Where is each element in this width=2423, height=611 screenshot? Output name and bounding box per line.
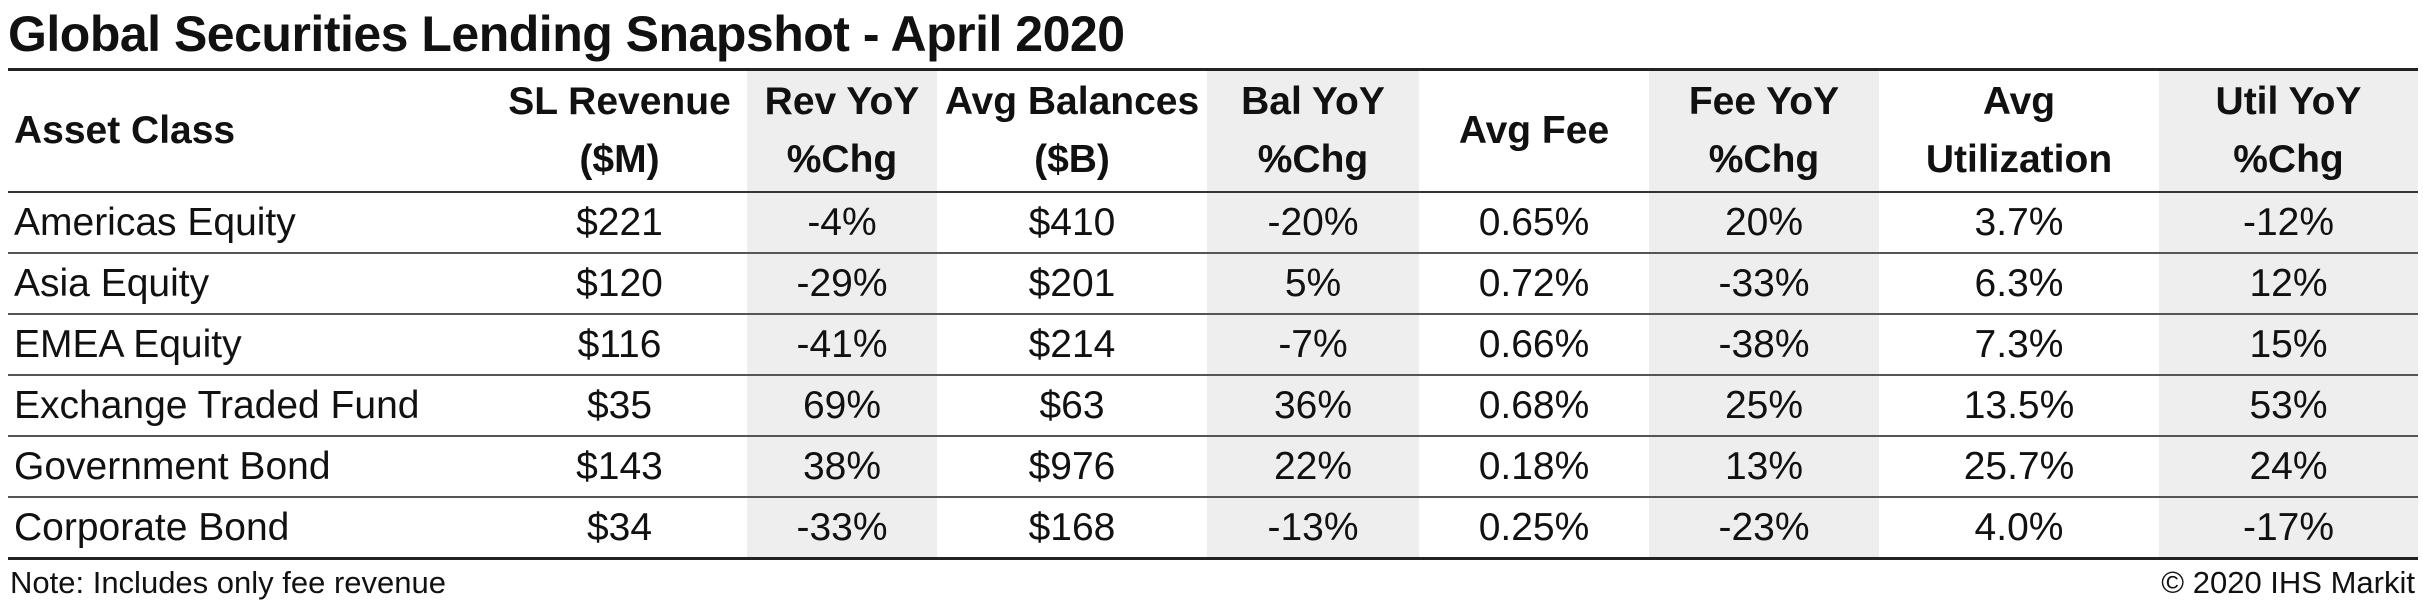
- header-line1: Bal YoY: [1241, 80, 1385, 123]
- header-asset-class: Asset Class: [8, 71, 492, 193]
- cell-sl-revenue: $221: [492, 192, 747, 254]
- cell-util-yoy: -17%: [2159, 497, 2418, 560]
- cell-avg-fee: 0.66%: [1419, 314, 1649, 376]
- header-util-yoy: Util YoY %Chg: [2159, 71, 2418, 193]
- header-line2: %Chg: [2233, 138, 2344, 181]
- cell-bal-yoy: 5%: [1207, 253, 1419, 315]
- table-row: Corporate Bond $34 -33% $168 -13% 0.25% -23% 4.…: [8, 497, 2418, 560]
- cell-asset-class: Americas Equity: [8, 192, 492, 254]
- cell-asset-class: Asia Equity: [8, 253, 492, 315]
- cell-avg-fee: 0.72%: [1419, 253, 1649, 315]
- header-avg-utilization: Avg Utilization: [1879, 71, 2159, 193]
- cell-avg-balances: $201: [937, 253, 1207, 315]
- header-rev-yoy: Rev YoY %Chg: [747, 71, 937, 193]
- cell-asset-class: EMEA Equity: [8, 314, 492, 376]
- cell-avg-balances: $410: [937, 192, 1207, 254]
- header-line2: Utilization: [1925, 138, 2113, 181]
- header-line2: %Chg: [1257, 138, 1369, 181]
- cell-avg-fee: 0.65%: [1419, 192, 1649, 254]
- cell-avg-utilization: 7.3%: [1879, 314, 2159, 376]
- cell-bal-yoy: -13%: [1207, 497, 1419, 560]
- cell-util-yoy: 53%: [2159, 375, 2418, 437]
- page-title: Global Securities Lending Snapshot - Apr…: [8, 6, 1125, 62]
- table-row: EMEA Equity $116 -41% $214 -7% 0.66% -38% 7.3% 1…: [8, 314, 2418, 376]
- cell-util-yoy: 15%: [2159, 314, 2418, 376]
- cell-util-yoy: 12%: [2159, 253, 2418, 315]
- header-avg-balances: Avg Balances ($B): [937, 71, 1207, 193]
- cell-fee-yoy: -23%: [1649, 497, 1879, 560]
- cell-avg-balances: $168: [937, 497, 1207, 560]
- header-line1: Util YoY: [2215, 80, 2362, 123]
- cell-fee-yoy: -38%: [1649, 314, 1879, 376]
- cell-avg-balances: $63: [937, 375, 1207, 437]
- header-sl-revenue: SL Revenue ($M): [492, 71, 747, 193]
- cell-sl-revenue: $35: [492, 375, 747, 437]
- cell-util-yoy: -12%: [2159, 192, 2418, 254]
- header-line1: Rev YoY: [764, 80, 920, 123]
- lending-table: Asset Class SL Revenue ($M) Rev YoY %Chg…: [8, 71, 2418, 560]
- cell-fee-yoy: 13%: [1649, 436, 1879, 498]
- table-row: Exchange Traded Fund $35 69% $63 36% 0.68% 25%…: [8, 375, 2418, 437]
- cell-bal-yoy: -20%: [1207, 192, 1419, 254]
- cell-rev-yoy: -41%: [747, 314, 937, 376]
- cell-fee-yoy: 20%: [1649, 192, 1879, 254]
- cell-rev-yoy: 38%: [747, 436, 937, 498]
- header-line1: Fee YoY: [1688, 80, 1840, 123]
- table-row: Asia Equity $120 -29% $201 5% 0.72% -33% 6.3% 12…: [8, 253, 2418, 315]
- cell-util-yoy: 24%: [2159, 436, 2418, 498]
- cell-avg-fee: 0.25%: [1419, 497, 1649, 560]
- header-row: Asset Class SL Revenue ($M) Rev YoY %Chg…: [8, 71, 2418, 193]
- footnote: Note: Includes only fee revenue: [10, 565, 446, 600]
- table-body: Americas Equity $221 -4% $410 -20% 0.65% 20% 3.…: [8, 192, 2418, 560]
- cell-avg-fee: 0.68%: [1419, 375, 1649, 437]
- header-line1: SL Revenue: [508, 80, 731, 123]
- cell-sl-revenue: $143: [492, 436, 747, 498]
- header-avg-fee: Avg Fee: [1419, 71, 1649, 193]
- header-line1: Avg Fee: [1458, 109, 1610, 152]
- header-bal-yoy: Bal YoY %Chg: [1207, 71, 1419, 193]
- copyright-text: © 2020 IHS Markit: [2161, 565, 2415, 600]
- cell-sl-revenue: $120: [492, 253, 747, 315]
- cell-bal-yoy: 22%: [1207, 436, 1419, 498]
- table-row: Government Bond $143 38% $976 22% 0.18% 13% 25.…: [8, 436, 2418, 498]
- cell-rev-yoy: -33%: [747, 497, 937, 560]
- cell-avg-utilization: 6.3%: [1879, 253, 2159, 315]
- cell-avg-utilization: 3.7%: [1879, 192, 2159, 254]
- title-rule: [8, 68, 2418, 71]
- cell-asset-class: Corporate Bond: [8, 497, 492, 560]
- cell-rev-yoy: 69%: [747, 375, 937, 437]
- cell-avg-utilization: 13.5%: [1879, 375, 2159, 437]
- cell-avg-utilization: 4.0%: [1879, 497, 2159, 560]
- header-fee-yoy: Fee YoY %Chg: [1649, 71, 1879, 193]
- cell-fee-yoy: -33%: [1649, 253, 1879, 315]
- cell-avg-balances: $976: [937, 436, 1207, 498]
- cell-rev-yoy: -29%: [747, 253, 937, 315]
- header-line2: %Chg: [1708, 138, 1820, 181]
- cell-bal-yoy: 36%: [1207, 375, 1419, 437]
- cell-sl-revenue: $116: [492, 314, 747, 376]
- cell-avg-fee: 0.18%: [1419, 436, 1649, 498]
- header-line2: ($B): [1034, 138, 1110, 181]
- cell-rev-yoy: -4%: [747, 192, 937, 254]
- cell-asset-class: Government Bond: [8, 436, 492, 498]
- table-row: Americas Equity $221 -4% $410 -20% 0.65% 20% 3.…: [8, 192, 2418, 254]
- cell-bal-yoy: -7%: [1207, 314, 1419, 376]
- cell-fee-yoy: 25%: [1649, 375, 1879, 437]
- cell-avg-balances: $214: [937, 314, 1207, 376]
- header-line1: Avg: [1982, 80, 2056, 123]
- header-line2: ($M): [579, 138, 660, 181]
- cell-avg-utilization: 25.7%: [1879, 436, 2159, 498]
- header-line1: Avg Balances: [944, 80, 1200, 123]
- cell-sl-revenue: $34: [492, 497, 747, 560]
- cell-asset-class: Exchange Traded Fund: [8, 375, 492, 437]
- header-line2: %Chg: [786, 138, 898, 181]
- header-line1: Asset Class: [14, 109, 236, 152]
